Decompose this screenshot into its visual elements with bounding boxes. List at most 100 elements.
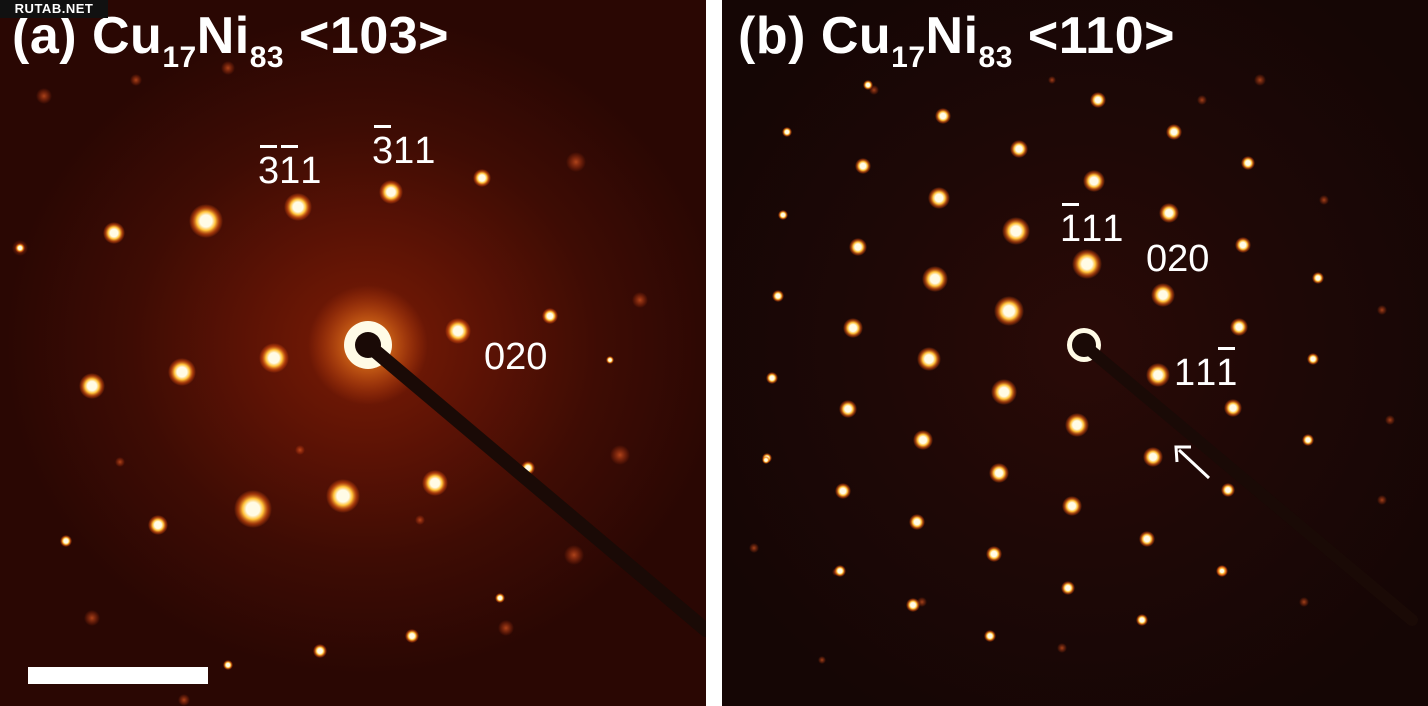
index-digit: 2: [1167, 238, 1189, 280]
index-digit: 1: [1195, 352, 1217, 394]
diffraction-spot: [1010, 140, 1028, 158]
diffraction-spot: [1083, 170, 1105, 192]
diffraction-spot: [984, 630, 996, 642]
faint-spot: [178, 694, 190, 706]
diffraction-spot: [284, 193, 312, 221]
diffraction-spot: [1241, 156, 1255, 170]
diffraction-spot: [1302, 434, 1314, 446]
diffraction-spot: [1061, 581, 1075, 595]
index-digit: 1: [1081, 208, 1103, 250]
diffraction-spot: [906, 598, 920, 612]
faint-spot: [566, 152, 586, 172]
diffraction-spot: [148, 515, 168, 535]
faint-spot: [1299, 597, 1309, 607]
diffraction-spot: [834, 565, 846, 577]
diffraction-spot: [379, 180, 403, 204]
faint-spot: [1385, 415, 1395, 425]
index-digit: 1: [414, 130, 436, 172]
miller-index-label: 111: [1060, 203, 1123, 250]
index-digit: 3: [258, 145, 280, 192]
diffraction-spot: [1307, 353, 1319, 365]
faint-spot: [84, 610, 100, 626]
diffraction-spot: [189, 204, 223, 238]
diffraction-spot: [989, 463, 1009, 483]
diffraction-spot: [313, 644, 327, 658]
diffraction-spot: [1146, 363, 1170, 387]
panel-a-title: (a) Cu17Ni83 <103>: [12, 7, 450, 74]
diffraction-spot: [922, 266, 948, 292]
miller-index-label: 111: [1174, 347, 1238, 394]
faint-spot: [1377, 305, 1387, 315]
panel-divider: [706, 0, 722, 706]
diffraction-spot: [917, 347, 941, 371]
diffraction-panel-b: (b) Cu17Ni83 <110> 111 020 111: [722, 0, 1428, 706]
diffraction-spot: [60, 535, 72, 547]
diffraction-spot: [1002, 217, 1030, 245]
beam-stop: [361, 338, 706, 637]
diffraction-spot: [843, 318, 863, 338]
diffraction-spot: [928, 187, 950, 209]
diffraction-spot: [1230, 318, 1248, 336]
diffraction-spot: [1224, 399, 1242, 417]
diffraction-spot: [326, 479, 360, 513]
diffraction-spot: [1143, 447, 1163, 467]
faint-spot: [115, 457, 125, 467]
beam-stop-tip: [1072, 333, 1096, 357]
faint-spot: [818, 656, 826, 664]
diffraction-spot: [445, 318, 471, 344]
diffraction-spot: [855, 158, 871, 174]
diffraction-spot: [835, 483, 851, 499]
faint-spot: [130, 74, 142, 86]
diffraction-spot: [1166, 124, 1182, 140]
diffraction-pattern-a: [12, 61, 706, 706]
diffraction-spot: [863, 80, 873, 90]
diffraction-spot: [1062, 496, 1082, 516]
diffraction-spot: [1139, 531, 1155, 547]
faint-spot: [1048, 76, 1056, 84]
index-digit: 1: [1174, 352, 1196, 394]
diffraction-spot: [1159, 203, 1179, 223]
index-digit: 0: [1188, 238, 1210, 280]
diffraction-spot: [839, 400, 857, 418]
beam-stop: [1078, 339, 1418, 626]
diffraction-spot: [223, 660, 233, 670]
faint-spot: [498, 620, 514, 636]
index-digit: 1: [1060, 203, 1082, 250]
diffraction-spot: [1072, 249, 1102, 279]
diffraction-spot: [782, 127, 792, 137]
index-digit: 3: [372, 125, 394, 172]
faint-spot: [221, 61, 235, 75]
diffraction-spot: [606, 356, 614, 364]
diffraction-spot: [405, 629, 419, 643]
diffraction-spot: [986, 546, 1002, 562]
diffraction-spot: [913, 430, 933, 450]
miller-index-label: 311: [258, 145, 321, 192]
faint-spot: [1197, 95, 1207, 105]
faint-spot: [1254, 74, 1266, 86]
diffraction-spot: [473, 169, 491, 187]
beam-stop-tip: [355, 332, 381, 358]
diffraction-pattern-b: [749, 74, 1418, 664]
faint-spot: [295, 445, 305, 455]
diffraction-spot: [1136, 614, 1148, 626]
diffraction-spot: [495, 593, 505, 603]
index-digit: 1: [1216, 347, 1238, 394]
faint-spot: [36, 88, 52, 104]
faint-spot: [632, 292, 648, 308]
miller-index-label: 020: [1146, 240, 1209, 278]
index-digit: 0: [484, 336, 506, 378]
diffraction-spot: [15, 243, 25, 253]
faint-spot: [1057, 643, 1067, 653]
index-digit: 2: [505, 336, 527, 378]
faint-spot: [564, 545, 584, 565]
diffraction-panel-a: (a) Cu17Ni83 <103> 311 311 020: [0, 0, 706, 706]
miller-index-label: 311: [372, 125, 436, 172]
diffraction-spot: [103, 222, 125, 244]
diffraction-spot: [1065, 413, 1089, 437]
diffraction-spot: [935, 108, 951, 124]
diffraction-spot: [1221, 483, 1235, 497]
faint-spot: [415, 515, 425, 525]
diffraction-spot: [1217, 566, 1227, 576]
index-digit: 0: [526, 336, 548, 378]
pointer-arrow-icon: [1174, 445, 1211, 480]
